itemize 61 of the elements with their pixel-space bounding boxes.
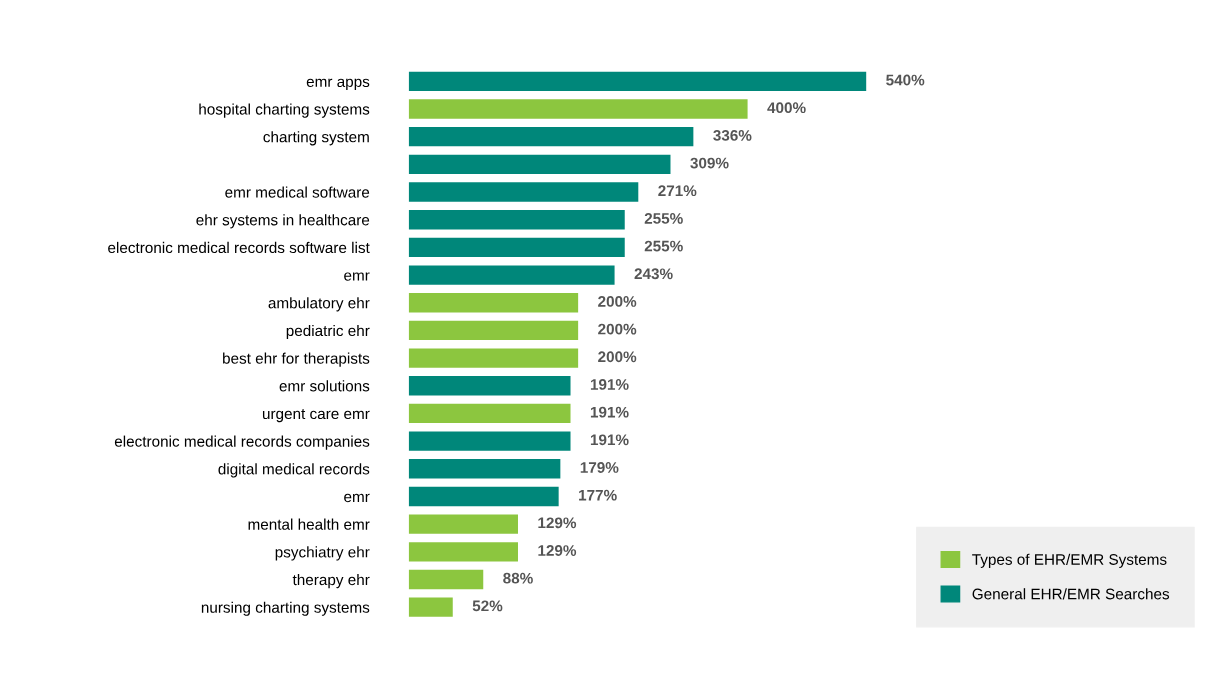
bar	[408, 431, 571, 451]
data-label: 191%	[590, 406, 629, 418]
data-label: 177%	[579, 489, 617, 501]
data-label: 309%	[690, 157, 729, 169]
data-label: 52%	[472, 600, 503, 612]
data-label: 271%	[658, 185, 697, 197]
legend-label: Types of EHR/EMR Systems	[972, 553, 1167, 568]
y-tick-label: mental health emr	[248, 518, 370, 530]
bar	[408, 210, 625, 230]
bar	[408, 348, 579, 368]
y-tick-label: ehr systems in healthcare	[196, 214, 370, 229]
bar	[408, 71, 867, 92]
bar	[408, 542, 518, 562]
y-tick-label: electronic medical records companies	[114, 435, 370, 450]
y-tick-label: electronic medical records software list	[108, 241, 370, 254]
data-label: 400%	[767, 102, 806, 114]
y-tick-label: hospital charting systems	[199, 103, 370, 118]
y-tick-label: pediatric ehr	[286, 324, 370, 340]
bar	[408, 486, 559, 507]
data-label: 191%	[590, 434, 629, 446]
data-label: 200%	[598, 323, 637, 335]
data-label: 200%	[598, 351, 637, 363]
y-tick-label: charting system	[263, 131, 369, 146]
bar	[408, 597, 453, 617]
bar	[408, 514, 518, 534]
bar	[408, 99, 748, 119]
data-label: 129%	[538, 517, 577, 529]
bar	[408, 182, 639, 202]
y-tick-label: digital medical records	[218, 463, 370, 478]
y-tick-label: therapy ehr	[292, 573, 370, 589]
bar	[408, 403, 571, 424]
data-label: 200%	[598, 296, 637, 307]
y-tick-label: ambulatory ehr	[268, 297, 370, 312]
bar	[408, 154, 671, 175]
data-label: 191%	[590, 379, 629, 390]
bar	[408, 237, 625, 258]
bar	[408, 569, 484, 590]
y-tick-label: urgent care emr	[262, 409, 370, 423]
data-label: 255%	[644, 240, 683, 252]
bar	[408, 459, 561, 479]
y-tick-label: emr	[344, 493, 370, 503]
bar	[408, 293, 579, 313]
data-label: 88%	[503, 572, 533, 584]
y-tick-label: emr solutions	[279, 380, 370, 392]
y-tick-label: emr medical software	[225, 186, 370, 198]
y-tick-label: nursing charting systems	[201, 601, 370, 616]
data-label: 179%	[580, 462, 619, 473]
y-tick-label: emr	[344, 272, 370, 281]
data-label: 255%	[644, 213, 683, 224]
data-label: 129%	[538, 545, 577, 556]
y-tick-label: psychiatry ehr	[275, 546, 370, 561]
y-tick-label: best ehr for therapists	[223, 352, 370, 367]
bar	[408, 127, 694, 147]
data-label: 336%	[713, 129, 752, 141]
bar	[408, 265, 615, 285]
legend-label: General EHR/EMR Searches	[972, 588, 1170, 600]
y-tick-label: emr apps	[306, 78, 370, 91]
bar	[408, 320, 579, 341]
bar	[408, 376, 571, 396]
data-label: 540%	[886, 74, 925, 86]
data-label: 243%	[634, 268, 673, 280]
